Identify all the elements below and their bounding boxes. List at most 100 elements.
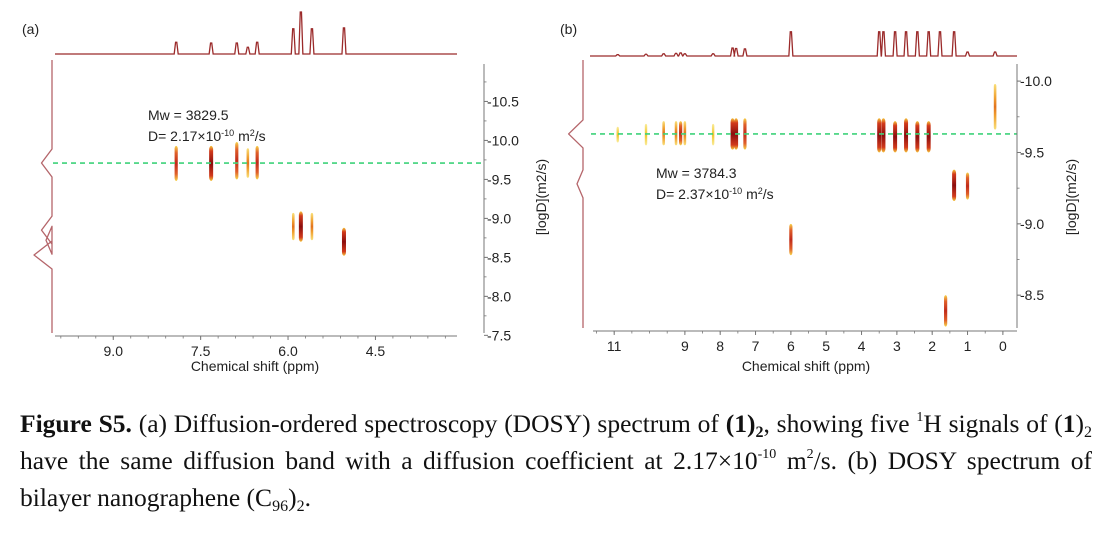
- cross-peak: [904, 118, 909, 153]
- y-tick-label: -10.0: [1020, 73, 1052, 89]
- panel-a-label: (a): [22, 21, 39, 37]
- cross-peak: [711, 123, 715, 146]
- caption-text: ): [288, 483, 297, 512]
- dimer-subscript: 2: [296, 498, 305, 515]
- panel-a-y-axis-title: [logD](m2/s): [533, 159, 549, 235]
- caption-label: Figure S5.: [20, 409, 132, 438]
- cross-peak: [291, 212, 295, 241]
- cross-peak: [877, 118, 882, 153]
- cross-peak: [174, 145, 178, 181]
- d-unit-exponent: 2: [758, 186, 763, 196]
- cross-peak: [965, 172, 970, 200]
- panel-b: (b) 11 9 8 7 6 5 4 3 2 1 0 -10.0 -9.5 -9.0 -8.5 Chemi…: [560, 21, 1079, 374]
- panel-b-y-axis-title: [logD](m2/s): [1063, 159, 1079, 235]
- figure-s5: (a) 9.0 7.5 6.0 4.5 -10.5-10.0-9.5-9.0-8.5-…: [22, 11, 1079, 374]
- x-tick-label: 11: [607, 338, 622, 354]
- isotope-superscript: 1: [916, 410, 924, 425]
- y-tick-label: -7.5: [487, 327, 511, 343]
- panel-b-d-annotation: D= 2.37×10-10 m2/s: [656, 186, 774, 202]
- d-mantissa: D= 2.17×10: [148, 128, 221, 144]
- d-unit: m: [742, 186, 758, 202]
- panel-a-cross-peaks: [174, 141, 346, 256]
- carbon-count-subscript: 96: [272, 498, 289, 515]
- caption-text: (a) Diffusion-ordered spectroscopy (DOSY…: [131, 409, 726, 438]
- panel-b-y-axis: -10.0 -9.5 -9.0 -8.5: [1016, 64, 1052, 328]
- cross-peak: [235, 141, 239, 180]
- caption-text: have the same diffusion band with a diff…: [20, 446, 758, 475]
- panel-a-y-axis: -10.5 -10.0 -9.5 -9.0 -8.5 -8.0 -7.5: [483, 64, 519, 343]
- panel-a-d-annotation: D= 2.17×10-10 m2/s: [148, 128, 266, 144]
- cross-peak: [616, 126, 619, 143]
- panel-a: (a) 9.0 7.5 6.0 4.5 -10.5-10.0-9.5-9.0-8.5-…: [22, 11, 549, 374]
- cross-peak: [730, 118, 735, 150]
- d-unit: m: [234, 128, 250, 144]
- cross-peak: [993, 83, 997, 130]
- panel-b-x-axis-title: Chemical shift (ppm): [742, 358, 870, 374]
- panel-b-diffusion-projection: [567, 60, 584, 328]
- y-tick-label: -9.0: [487, 210, 511, 226]
- caption-text: ): [1075, 409, 1085, 438]
- cross-peak: [789, 223, 793, 256]
- compound-subscript: 2: [1084, 424, 1093, 441]
- panel-b-label: (b): [560, 21, 577, 37]
- y-tick-label: -10.5: [487, 93, 519, 109]
- caption-text: .: [304, 483, 311, 512]
- d-unit-suffix: /s: [763, 186, 774, 202]
- x-tick-label: 2: [928, 338, 936, 354]
- y-tick-label: -8.0: [487, 288, 511, 304]
- panel-b-x-axis: 11 9 8 7 6 5 4 3 2 1 0: [593, 330, 1017, 354]
- cross-peak: [255, 145, 259, 180]
- panel-b-1d-spectrum: [590, 31, 1017, 57]
- x-tick-label: 4: [858, 338, 866, 354]
- d-unit-suffix: /s: [255, 128, 266, 144]
- cross-peak: [246, 148, 250, 178]
- cross-peak: [881, 118, 886, 153]
- exponent-superscript: -10: [757, 447, 777, 462]
- cross-peak: [893, 121, 898, 153]
- y-tick-label: -9.5: [1020, 144, 1044, 160]
- panel-b-cross-peaks: [616, 83, 997, 327]
- d-exponent: -10: [221, 128, 234, 138]
- spectrum-trace: [55, 11, 457, 55]
- caption-text: m: [776, 446, 807, 475]
- cross-peak: [915, 121, 920, 153]
- spectrum-trace: [590, 31, 1017, 57]
- x-tick-label: 9: [681, 338, 689, 354]
- x-tick-label: 9.0: [104, 343, 124, 359]
- panel-a-1d-spectrum: [55, 11, 457, 55]
- d-unit-exponent: 2: [250, 128, 255, 138]
- x-tick-label: 6.0: [278, 343, 298, 359]
- x-tick-label: 3: [893, 338, 901, 354]
- y-tick-label: -8.5: [1020, 287, 1044, 303]
- y-tick-label: -9.5: [487, 171, 511, 187]
- caption-text: , showing five: [763, 409, 917, 438]
- compound-label: (1): [725, 409, 756, 438]
- cross-peak: [679, 121, 683, 146]
- cross-peak: [926, 121, 931, 153]
- x-tick-label: 6: [787, 338, 795, 354]
- panel-a-x-axis-title: Chemical shift (ppm): [191, 358, 319, 374]
- caption-text: H signals of (: [923, 409, 1063, 438]
- unit-superscript: 2: [806, 447, 814, 462]
- panel-a-diffusion-projection: [33, 60, 53, 333]
- caption-text: /s. (b) DOSY spectrum of bilayer nanogra…: [20, 446, 1092, 512]
- panel-a-mw-annotation: Mw = 3829.5: [148, 107, 229, 123]
- projection-trace: [567, 60, 584, 328]
- y-tick-label: -8.5: [487, 249, 511, 265]
- figure-caption: Figure S5. (a) Diffusion-ordered spectro…: [20, 405, 1092, 516]
- y-tick-label: -10.0: [487, 132, 519, 148]
- cross-peak: [952, 169, 957, 201]
- cross-peak: [209, 145, 214, 181]
- x-tick-label: 0: [999, 338, 1007, 354]
- x-tick-label: 7.5: [191, 343, 211, 359]
- projection-trace: [33, 60, 53, 333]
- compound-subscript: 2: [755, 424, 764, 441]
- x-tick-label: 1: [964, 338, 972, 354]
- d-mantissa: D= 2.37×10: [656, 186, 729, 202]
- cross-peak: [310, 212, 314, 241]
- cross-peak: [944, 295, 948, 327]
- compound-label: 1: [1062, 409, 1076, 438]
- x-tick-label: 7: [752, 338, 760, 354]
- x-tick-label: 8: [716, 338, 724, 354]
- panel-a-x-axis: 9.0 7.5 6.0 4.5: [55, 335, 457, 359]
